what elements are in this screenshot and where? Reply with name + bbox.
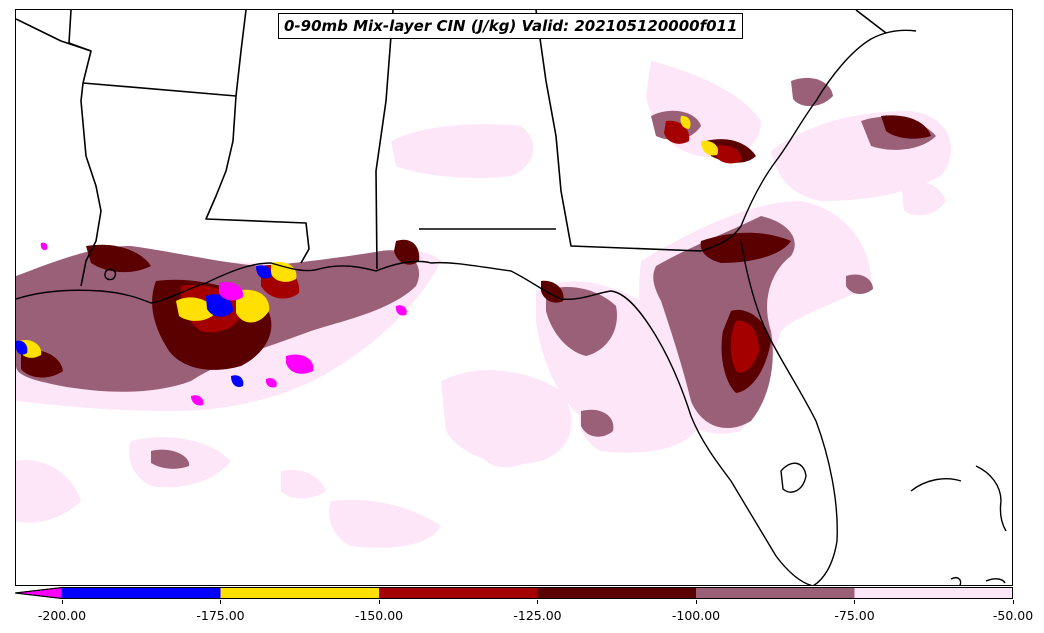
colorbar-tick-label: -100.00 [671,608,721,623]
colorbar [15,587,1013,599]
colorbar-tick-mark [854,600,855,604]
colorbar-tick-mark [220,600,221,604]
colorbar-tick-mark [695,600,697,604]
colorbar-bin-0 [62,587,221,599]
colorbar-underflow-arrow [15,587,63,599]
cin-map [16,10,1007,585]
colorbar-bin-2 [379,587,538,599]
map-title: 0-90mb Mix-layer CIN (J/kg) Valid: 20210… [278,13,744,39]
colorbar-tick-mark [61,600,63,604]
colorbar-tick-label: -125.00 [513,608,562,623]
colorbar-tick-label: -150.00 [354,608,404,623]
state-boundaries [16,10,887,287]
colorbar-tick-label: -50.00 [992,608,1034,623]
colorbar-bin-5 [854,587,1013,599]
cin-band-magenta [40,242,407,406]
colorbar-tick-mark [537,600,538,604]
colorbar-tick-mark [1012,600,1014,604]
colorbar-bin-1 [220,587,379,599]
colorbar-tick-label: -200.00 [37,608,87,623]
cin-band-mauve [16,77,936,469]
colorbar-bin-4 [696,587,855,599]
colorbar-tick-label: -175.00 [196,608,245,623]
coastlines [16,29,1007,585]
cin-band-blue [16,265,272,387]
colorbar-bin-3 [537,587,696,599]
colorbar-outline [15,587,1013,599]
colorbar-tick-mark [378,600,380,604]
map-frame [15,9,1013,586]
colorbar-tick-label: -75.00 [834,608,875,623]
